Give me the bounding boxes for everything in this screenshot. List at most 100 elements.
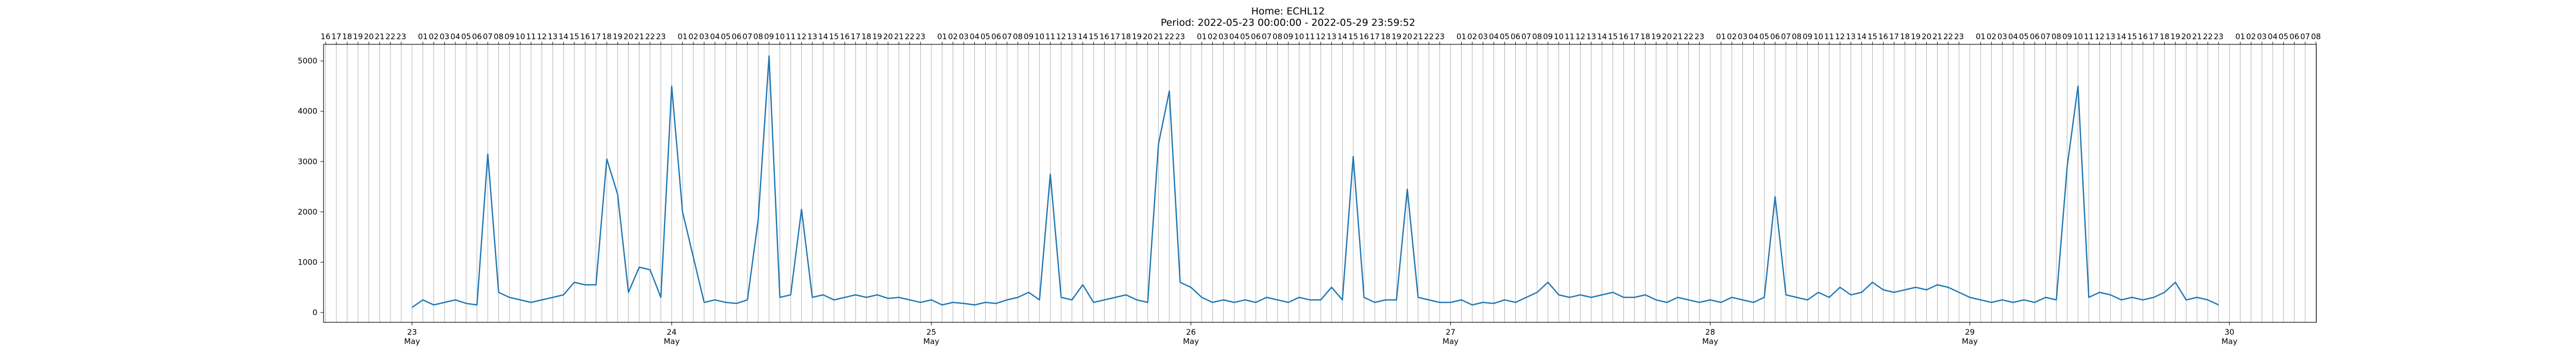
x2-tick-label: 12 [537,32,547,41]
x2-tick-label: 20 [883,32,893,41]
x2-tick-label: 16 [1619,32,1629,41]
x2-tick-label: 19 [1911,32,1921,41]
x2-tick-label: 14 [1857,32,1867,41]
x2-tick-label: 13 [2106,32,2115,41]
x2-tick-label: 03 [2257,32,2267,41]
x2-tick-label: 04 [450,32,460,41]
x2-tick-label: 18 [1381,32,1391,41]
x2-tick-label: 07 [2300,32,2310,41]
x-tick-label: 30 May [2222,327,2238,346]
x2-tick-label: 17 [1370,32,1380,41]
x2-tick-label: 10 [1294,32,1304,41]
x2-tick-label: 02 [2246,32,2256,41]
x2-tick-label: 08 [2052,32,2061,41]
x2-tick-label: 22 [905,32,914,41]
x2-tick-label: 06 [1511,32,1520,41]
x2-tick-label: 21 [1413,32,1423,41]
x2-tick-label: 20 [1922,32,1931,41]
x2-tick-label: 21 [634,32,644,41]
x2-tick-label: 23 [2214,32,2224,41]
x2-tick-label: 02 [429,32,438,41]
x2-tick-label: 16 [580,32,590,41]
x2-tick-label: 08 [1792,32,1802,41]
x2-tick-label: 05 [1500,32,1510,41]
x2-tick-label: 04 [1749,32,1758,41]
x2-tick-label: 16 [2138,32,2148,41]
x2-tick-label: 10 [2073,32,2083,41]
y-tick-label: 5000 [298,56,317,65]
x2-tick-label: 21 [1933,32,1942,41]
x2-tick-label: 23 [396,32,406,41]
x2-tick-label: 06 [1251,32,1261,41]
x2-tick-label: 15 [1608,32,1618,41]
x2-tick-label: 22 [645,32,655,41]
x2-tick-label: 20 [364,32,374,41]
x2-tick-label: 13 [807,32,817,41]
x2-tick-label: 15 [829,32,839,41]
y-tick-label: 3000 [298,157,317,166]
x2-tick-label: 05 [980,32,990,41]
x2-tick-label: 23 [1435,32,1445,41]
x2-tick-label: 14 [2116,32,2126,41]
x2-tick-label: 02 [1467,32,1477,41]
x2-tick-label: 18 [1900,32,1910,41]
x2-tick-label: 09 [764,32,774,41]
x2-tick-label: 11 [786,32,795,41]
x2-tick-label: 08 [1273,32,1282,41]
x2-tick-label: 10 [1554,32,1564,41]
x2-tick-label: 02 [948,32,958,41]
x2-tick-label: 01 [1456,32,1466,41]
x2-tick-label: 11 [2084,32,2094,41]
x2-tick-label: 11 [1045,32,1055,41]
chart-title: Home: ECHL12 [1251,6,1325,17]
x2-tick-label: 19 [2171,32,2180,41]
x-tick-label: 28 May [1702,327,1718,346]
x2-tick-label: 18 [602,32,612,41]
x2-tick-label: 13 [1327,32,1336,41]
x2-tick-label: 23 [1954,32,1964,41]
x2-tick-label: 10 [775,32,785,41]
x2-tick-label: 20 [1402,32,1412,41]
x2-tick-label: 17 [1630,32,1639,41]
x2-tick-label: 15 [1089,32,1098,41]
x2-tick-label: 07 [2041,32,2050,41]
x2-tick-label: 05 [1240,32,1250,41]
x2-tick-label: 17 [591,32,601,41]
x2-tick-label: 01 [2235,32,2245,41]
x2-tick-label: 12 [796,32,806,41]
x2-tick-label: 04 [2268,32,2278,41]
x2-tick-label: 09 [1024,32,1033,41]
x2-tick-label: 01 [1716,32,1726,41]
x2-tick-label: 18 [2160,32,2170,41]
x2-tick-label: 04 [2008,32,2018,41]
x2-tick-label: 08 [1013,32,1023,41]
x-tick-label: 25 May [923,327,939,346]
x2-tick-label: 14 [558,32,568,41]
x2-tick-label: 06 [2290,32,2299,41]
x2-tick-label: 02 [1208,32,1217,41]
x2-tick-label: 22 [1424,32,1434,41]
x2-tick-label: 20 [1143,32,1153,41]
x2-tick-label: 06 [1770,32,1780,41]
x2-tick-label: 21 [1154,32,1163,41]
chart-subtitle: Period: 2022-05-23 00:00:00 - 2022-05-29… [1161,17,1415,28]
x2-tick-label: 01 [1197,32,1207,41]
x2-tick-label: 08 [494,32,503,41]
x2-tick-label: 04 [970,32,979,41]
x2-tick-label: 08 [1532,32,1542,41]
x2-tick-label: 06 [732,32,741,41]
x2-tick-label: 10 [1814,32,1823,41]
x2-tick-label: 06 [472,32,482,41]
x2-tick-label: 09 [2062,32,2072,41]
x2-tick-label: 17 [2149,32,2159,41]
x2-tick-label: 20 [623,32,633,41]
x2-tick-label: 13 [548,32,557,41]
x2-tick-label: 13 [1586,32,1596,41]
x2-tick-label: 06 [2030,32,2040,41]
x2-tick-label: 05 [2279,32,2289,41]
x2-tick-label: 19 [1651,32,1661,41]
x2-tick-label: 19 [353,32,363,41]
x2-tick-label: 14 [1337,32,1347,41]
x-tick-label: 27 May [1443,327,1459,346]
